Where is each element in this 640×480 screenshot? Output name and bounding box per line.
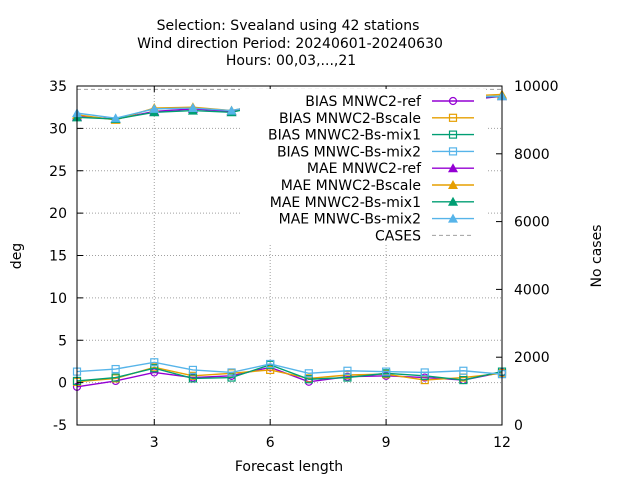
title-line-3: Hours: 00,03,...,21 — [226, 53, 356, 69]
legend-marker — [448, 147, 458, 156]
y2-tick-label: 2000 — [514, 350, 550, 366]
legend-marker — [448, 130, 458, 139]
data-point — [226, 105, 237, 115]
y-tick-label: 10 — [49, 291, 67, 307]
series-2 — [72, 363, 507, 386]
legend-entry: BIAS MNWC2-Bscale — [279, 111, 474, 127]
legend-marker — [448, 163, 458, 173]
y2-tick-label: 4000 — [514, 282, 550, 298]
legend-label: MAE MNWC2-Bscale — [281, 178, 421, 194]
data-point — [227, 368, 236, 377]
series-line — [76, 361, 503, 375]
data-point — [266, 365, 275, 375]
legend-marker — [448, 96, 458, 106]
legend-label: BIAS MNWC2-Bs-mix1 — [268, 128, 421, 144]
data-point — [150, 364, 159, 373]
y-tick-label: 20 — [49, 206, 67, 222]
data-point — [111, 373, 120, 382]
legend-label: BIAS MNWC2-ref — [305, 94, 422, 110]
y-axis-label: deg — [9, 243, 25, 269]
data-point — [459, 366, 468, 375]
legend-label: BIAS MNWC2-Bscale — [279, 111, 421, 127]
data-point — [420, 375, 429, 385]
title-line-2: Wind direction Period: 20240601-20240630 — [137, 36, 443, 52]
data-point — [111, 364, 120, 374]
data-point — [110, 113, 121, 123]
legend-entry: MAE MNWC2-Bs-mix1 — [270, 195, 474, 211]
data-point — [304, 375, 313, 384]
legend-marker — [448, 213, 458, 223]
legend-entry: MAE MNWC-Bs-mix2 — [279, 212, 474, 228]
series-line — [76, 366, 503, 383]
y-tick-label: 25 — [49, 164, 67, 180]
title-line-1: Selection: Svealand using 42 stations — [157, 18, 420, 34]
y-tick-label: -5 — [53, 418, 67, 434]
data-point — [150, 358, 159, 367]
data-point — [227, 373, 236, 382]
y2-tick-label: 10000 — [514, 79, 559, 95]
chart-title: Selection: Svealand using 42 stations Wi… — [137, 18, 443, 69]
data-point — [420, 368, 429, 377]
x-tick-label: 12 — [493, 435, 511, 451]
data-point — [381, 367, 391, 376]
y-tick-label: 30 — [49, 121, 67, 137]
legend-entry: BIAS MNWC-Bs-mix2 — [277, 144, 474, 160]
data-point — [188, 365, 198, 375]
data-point — [266, 359, 275, 369]
legend-label: MAE MNWC2-ref — [307, 161, 422, 177]
legend-label: MAE MNWC2-Bs-mix1 — [270, 195, 421, 211]
x-tick-label: 3 — [150, 435, 159, 451]
x-axis-label: Forecast length — [235, 459, 343, 475]
data-point — [188, 374, 198, 383]
data-point — [343, 366, 352, 375]
y2-tick-label: 8000 — [514, 147, 550, 163]
series-line — [76, 364, 503, 382]
legend-label: BIAS MNWC-Bs-mix2 — [277, 144, 421, 160]
axes — [76, 85, 503, 426]
data-point — [149, 103, 160, 113]
y-tick-label: 35 — [49, 79, 67, 95]
x-tick-label: 6 — [266, 435, 275, 451]
y2-tick-label: 0 — [514, 418, 523, 434]
y2-axis-label: No cases — [589, 225, 605, 288]
legend-entry: MAE MNWC2-Bscale — [281, 178, 474, 194]
x-tick-label: 9 — [382, 435, 391, 451]
tick-labels: -5 0 5 10 15 20 25 30 35 0 2000 4000 6000 8000 10000 3 6… — [49, 79, 558, 451]
legend-entry: MAE MNWC2-ref — [307, 161, 474, 177]
legend-marker — [448, 180, 458, 189]
legend-entry: CASES — [375, 228, 474, 244]
y-tick-label: 5 — [58, 333, 67, 349]
data-point — [459, 375, 468, 385]
data-point — [150, 368, 159, 377]
y-tick-label: 15 — [49, 249, 67, 265]
data-point — [187, 103, 198, 113]
y-tick-label: 0 — [58, 376, 67, 392]
legend-entry: BIAS MNWC2-ref — [305, 94, 474, 110]
y2-tick-label: 6000 — [514, 215, 550, 231]
legend-label: MAE MNWC-Bs-mix2 — [279, 212, 421, 228]
legend-marker — [448, 113, 458, 122]
data-point — [304, 369, 313, 378]
legend-label: CASES — [375, 228, 421, 244]
legend-marker — [448, 196, 458, 206]
legend-entry: BIAS MNWC2-Bs-mix1 — [268, 128, 474, 144]
